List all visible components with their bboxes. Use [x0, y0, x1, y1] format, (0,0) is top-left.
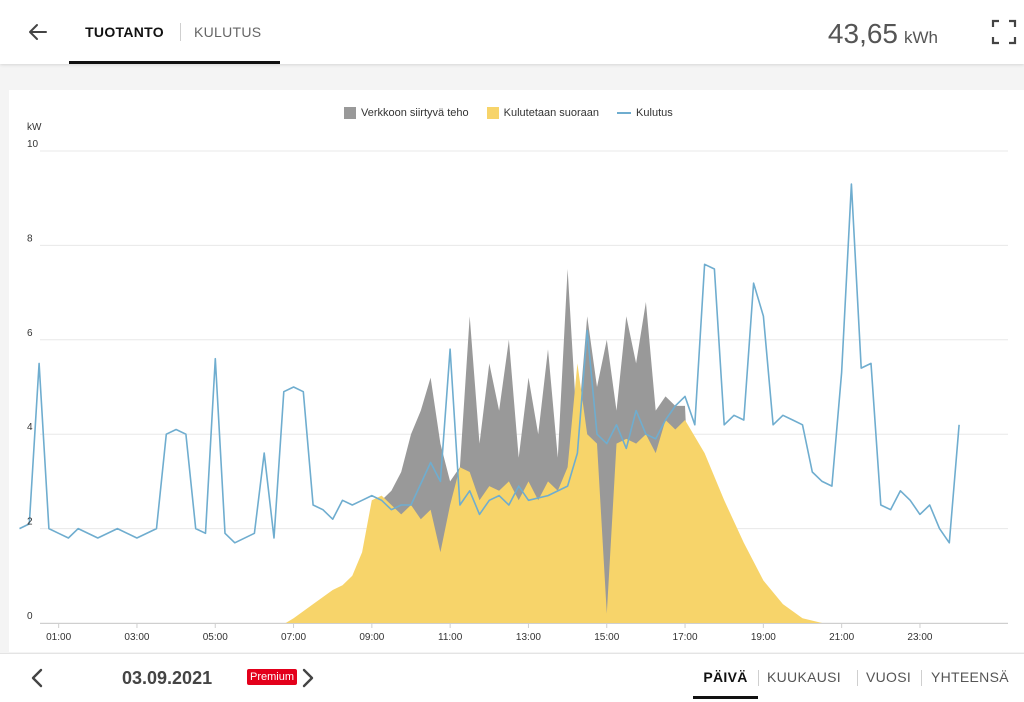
previous-day-chevron-icon[interactable] — [26, 666, 50, 690]
x-tick-label: 05:00 — [203, 632, 228, 643]
y-tick-label: 2 — [27, 517, 33, 528]
period-divider — [857, 670, 858, 686]
x-tick-label: 21:00 — [829, 632, 854, 643]
x-tick-label: 23:00 — [907, 632, 932, 643]
total-energy-value: 43,65 — [827, 18, 898, 49]
premium-badge: Premium — [247, 669, 298, 685]
y-tick-label: 0 — [27, 611, 33, 622]
selected-date[interactable]: 03.09.2021 — [122, 668, 213, 688]
back-arrow-icon[interactable] — [22, 16, 54, 48]
chart-legend: Verkkoon siirtyvä teho Kulutetaan suoraa… — [344, 106, 691, 120]
legend-label-self-consumed: Kulutetaan suoraan — [503, 107, 600, 119]
period-tab-month[interactable]: KUUKAUSI — [767, 669, 841, 685]
x-tick-label: 11:00 — [438, 632, 463, 643]
x-tick-label: 01:00 — [46, 632, 71, 643]
x-tick-label: 17:00 — [673, 632, 698, 643]
total-energy: 43,65 kWh — [828, 0, 938, 64]
self-consumed-area — [285, 363, 832, 623]
period-tab-day[interactable]: PÄIVÄ — [703, 669, 748, 685]
legend-item-grid-export[interactable]: Verkkoon siirtyvä teho — [344, 107, 469, 119]
bottom-bar: 03.09.2021 Premium PÄIVÄ KUUKAUSI VUOSI … — [0, 653, 1024, 702]
x-tick-label: 19:00 — [751, 632, 776, 643]
energy-chart: 0 2 4 6 8 10 01:00 03:00 05:00 07:00 09:00 11:00 13:… — [19, 122, 1008, 643]
legend-item-consumption[interactable]: Kulutus — [617, 107, 673, 119]
legend-swatch-grid-export — [344, 107, 356, 119]
period-divider — [758, 670, 759, 686]
tab-divider — [180, 23, 181, 41]
legend-label-grid-export: Verkkoon siirtyvä teho — [361, 107, 469, 119]
legend-swatch-consumption — [617, 112, 632, 114]
consumption-line — [19, 183, 960, 544]
y-tick-label: 4 — [27, 422, 33, 433]
x-tick-label: 09:00 — [359, 632, 384, 643]
chart-line — [19, 183, 960, 544]
y-tick-label: 6 — [27, 328, 33, 339]
period-divider — [921, 670, 922, 686]
fullscreen-icon[interactable] — [990, 18, 1018, 46]
legend-swatch-self-consumed — [486, 107, 499, 119]
x-tick-label: 15:00 — [594, 632, 619, 643]
top-bar: TUOTANTO KULUTUS 43,65 kWh — [0, 0, 1024, 64]
tab-consumption[interactable]: KULUTUS — [194, 24, 262, 40]
legend-item-self-consumed[interactable]: Kulutetaan suoraan — [486, 107, 600, 119]
active-period-indicator — [693, 696, 758, 699]
x-tick-label: 03:00 — [124, 632, 149, 643]
chart-axes: 0 2 4 6 8 10 01:00 03:00 05:00 07:00 09:00 11:00 13:… — [27, 139, 1008, 643]
period-tab-total[interactable]: YHTEENSÄ — [931, 669, 1009, 685]
tab-production[interactable]: TUOTANTO — [85, 24, 164, 40]
period-tab-year[interactable]: VUOSI — [866, 669, 912, 685]
next-day-chevron-icon[interactable] — [296, 666, 320, 690]
x-tick-label: 13:00 — [516, 632, 541, 643]
y-axis-label: kW — [27, 122, 42, 133]
x-tick-label: 07:00 — [281, 632, 306, 643]
legend-label-consumption: Kulutus — [636, 107, 673, 119]
total-energy-unit: kWh — [904, 28, 938, 47]
y-tick-label: 10 — [27, 139, 39, 150]
y-tick-label: 8 — [27, 233, 33, 244]
active-tab-indicator — [69, 61, 280, 64]
chart-areas — [285, 269, 832, 623]
